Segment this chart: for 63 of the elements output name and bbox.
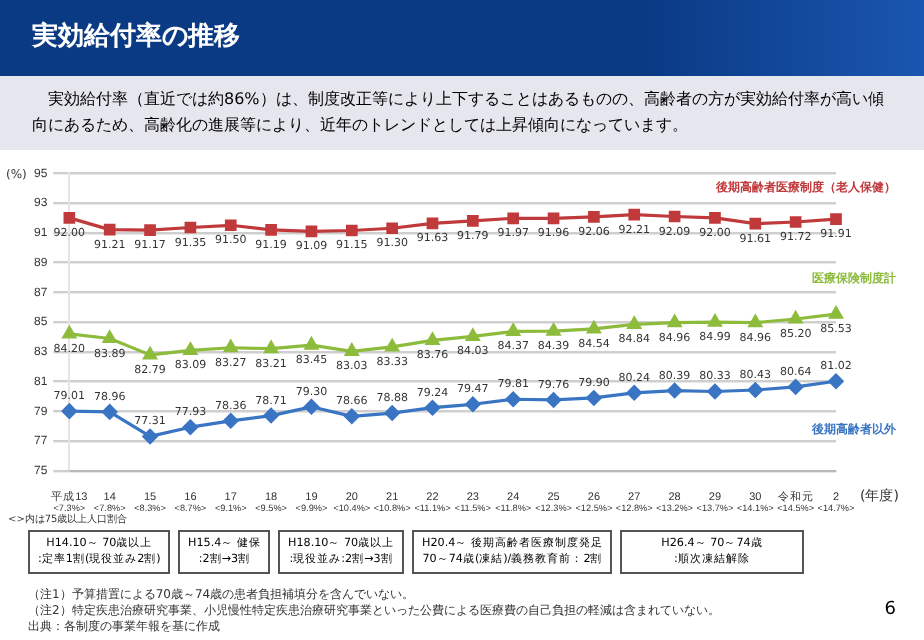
point <box>709 212 721 224</box>
point <box>424 400 441 416</box>
point <box>667 383 683 399</box>
point <box>183 342 198 356</box>
point <box>626 385 642 401</box>
point <box>747 382 763 398</box>
point <box>223 413 239 429</box>
point <box>627 316 642 329</box>
point <box>586 390 602 406</box>
point <box>61 403 77 419</box>
point <box>426 217 439 230</box>
point <box>465 396 481 412</box>
point <box>667 315 682 328</box>
point <box>184 221 197 234</box>
point <box>305 225 318 238</box>
point <box>103 223 116 236</box>
point <box>425 332 440 346</box>
point <box>546 323 561 336</box>
point <box>345 343 359 356</box>
point <box>668 210 681 223</box>
chart-subtitle: 実効給付率（直近では約86%）は、制度改正等により上下することはあるものの、高齢者の方が実効給付率が高い傾向にあるため、高齢化の進展等により、近年のトレンドとしては上昇傾向になっています。 <box>0 76 924 150</box>
point <box>143 347 157 360</box>
point <box>223 340 238 353</box>
point <box>467 215 479 227</box>
point <box>264 341 278 354</box>
point <box>830 213 842 226</box>
point <box>386 222 398 235</box>
point <box>587 321 601 334</box>
point <box>829 306 843 319</box>
point <box>182 419 198 435</box>
text: 6 <box>884 600 896 620</box>
point <box>506 323 520 336</box>
point <box>102 330 117 344</box>
chart-title: 実効給付率の推移 <box>0 0 924 76</box>
point <box>507 212 520 225</box>
point <box>466 328 480 342</box>
point <box>628 208 641 221</box>
point <box>63 212 76 224</box>
point <box>505 391 521 407</box>
point <box>263 408 279 424</box>
point <box>788 311 803 324</box>
point <box>545 392 562 408</box>
point <box>708 314 722 327</box>
point <box>304 337 319 350</box>
point <box>102 404 118 420</box>
point <box>588 211 600 223</box>
point <box>748 315 763 328</box>
point <box>345 224 358 237</box>
point <box>385 339 399 352</box>
point <box>384 405 400 421</box>
point <box>749 217 762 230</box>
point <box>788 379 804 395</box>
point <box>707 383 723 400</box>
point <box>344 408 360 424</box>
point <box>828 373 844 389</box>
point <box>789 216 802 228</box>
point <box>265 224 277 236</box>
point <box>547 212 560 225</box>
point <box>303 399 320 415</box>
point <box>224 219 237 232</box>
point <box>62 326 77 339</box>
point <box>142 428 158 445</box>
point <box>144 224 156 237</box>
